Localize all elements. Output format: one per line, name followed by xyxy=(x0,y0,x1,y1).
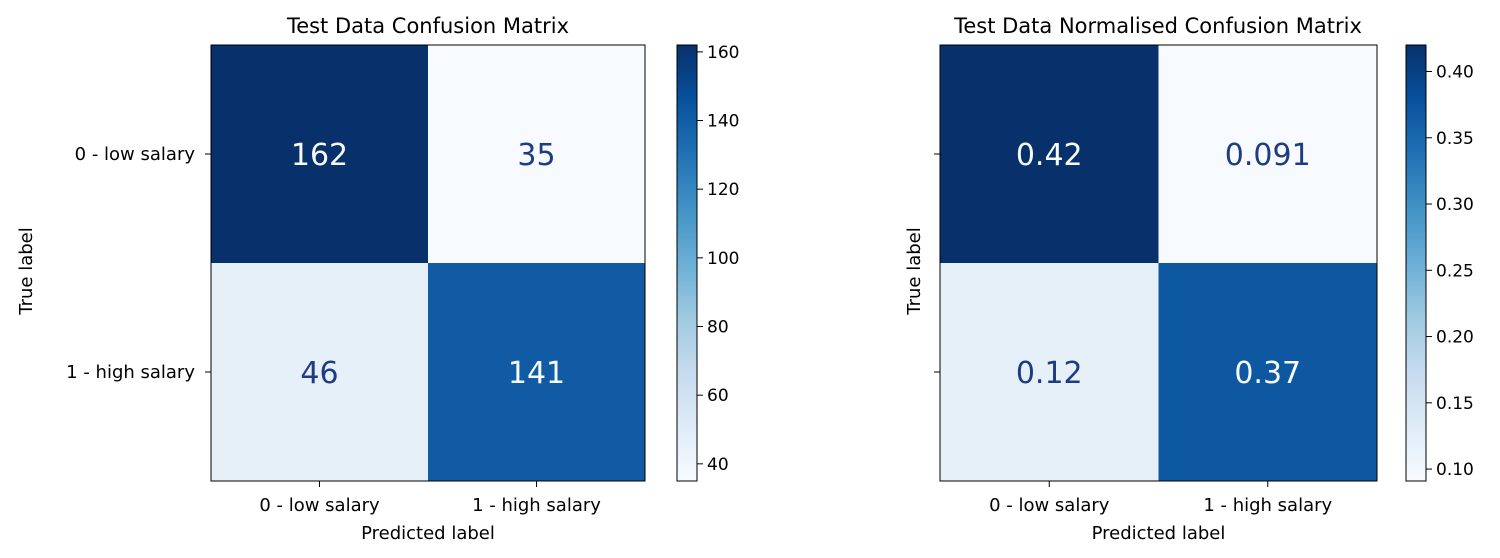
plot-frame xyxy=(210,44,646,482)
colorbar-tick-label-3: 0.25 xyxy=(1436,261,1474,281)
y-axis-label: True label xyxy=(16,227,37,316)
cell-value-1-0: 46 xyxy=(300,356,338,391)
x-axis-label: Predicted label xyxy=(361,523,495,544)
y-tick-label-1: 1 - high salary xyxy=(66,362,195,383)
y-axis-label: True label xyxy=(904,227,925,316)
matrix-cell-1-1 xyxy=(428,263,645,481)
x-tick-label-0: 0 - low salary xyxy=(989,495,1110,516)
x-tick-label-0: 0 - low salary xyxy=(259,495,380,516)
colorbar-tick-label-0: 40 xyxy=(707,455,729,475)
colorbar-tick-label-1: 60 xyxy=(707,386,729,406)
x-axis-label: Predicted label xyxy=(1092,523,1226,544)
chart-title: Test Data Normalised Confusion Matrix xyxy=(953,14,1362,38)
y-tick-label-0: 0 - low salary xyxy=(75,144,196,165)
chart-title: Test Data Confusion Matrix xyxy=(286,14,569,38)
matrix-cell-0-1 xyxy=(1158,45,1377,263)
colorbar-gradient xyxy=(1406,45,1426,481)
colorbar-tick-label-6: 160 xyxy=(707,43,739,63)
x-tick-label-1: 1 - high salary xyxy=(472,495,601,516)
colorbar-tick-label-2: 0.20 xyxy=(1436,328,1474,348)
colorbar-tick-label-5: 0.35 xyxy=(1436,129,1474,149)
matrix-cell-0-0 xyxy=(211,45,428,263)
cell-value-1-1: 141 xyxy=(508,356,565,391)
matrix-cell-0-1 xyxy=(428,45,645,263)
cell-value-0-0: 162 xyxy=(291,138,348,173)
colorbar-tick-label-5: 140 xyxy=(707,112,739,132)
cell-value-0-1: 35 xyxy=(517,138,555,173)
colorbar-tick-label-3: 100 xyxy=(707,249,739,269)
matrix-cell-1-1 xyxy=(1158,263,1377,481)
colorbar-tick-label-0: 0.10 xyxy=(1436,460,1474,480)
colorbar-tick-label-1: 0.15 xyxy=(1436,394,1474,414)
plot-frame xyxy=(939,44,1378,482)
colorbar-tick-label-2: 80 xyxy=(707,318,729,338)
colorbar-gradient xyxy=(677,45,697,481)
cell-value-1-0: 0.12 xyxy=(1016,356,1083,391)
cell-value-0-1: 0.091 xyxy=(1225,138,1311,173)
matrix-cell-1-0 xyxy=(940,263,1159,481)
matrix-cell-1-0 xyxy=(211,263,428,481)
cell-value-1-1: 0.37 xyxy=(1234,356,1301,391)
colorbar-tick-label-4: 0.30 xyxy=(1436,195,1474,215)
colorbar-tick-label-4: 120 xyxy=(707,180,739,200)
x-tick-label-1: 1 - high salary xyxy=(1203,495,1332,516)
colorbar-frame xyxy=(1405,44,1427,482)
colorbar-frame xyxy=(676,44,698,482)
matrix-cell-0-0 xyxy=(940,45,1159,263)
colorbar-tick-label-6: 0.40 xyxy=(1436,63,1474,83)
cell-value-0-0: 0.42 xyxy=(1016,138,1083,173)
